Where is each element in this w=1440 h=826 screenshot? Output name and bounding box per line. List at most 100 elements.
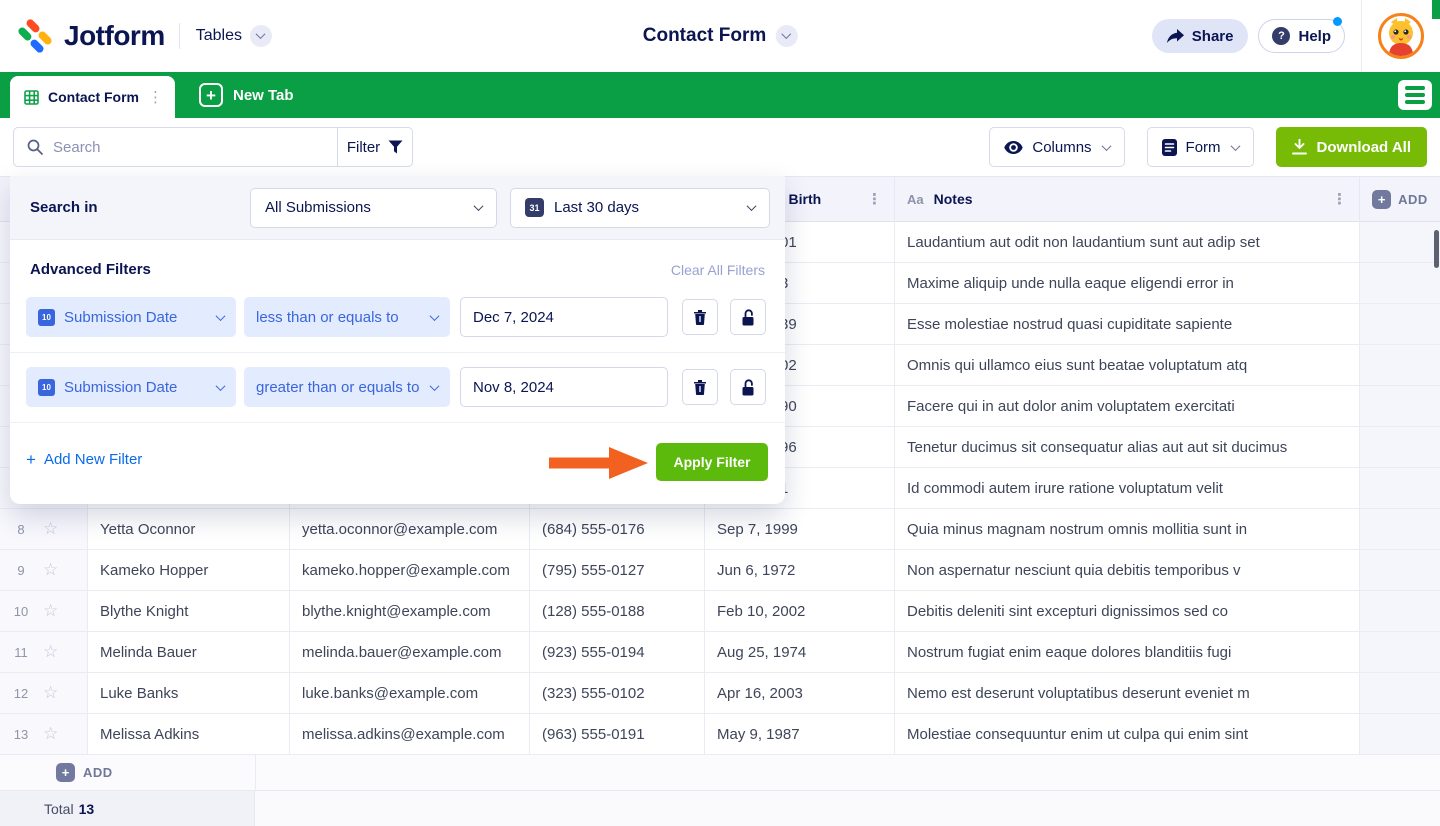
filter-condition-select[interactable]: less than or equals to bbox=[244, 297, 450, 337]
filter-field-select[interactable]: 10 Submission Date bbox=[26, 297, 236, 337]
cell-email[interactable]: luke.banks@example.com bbox=[290, 673, 530, 714]
form-button[interactable]: Form bbox=[1146, 127, 1254, 167]
cell-notes[interactable]: Id commodi autem irure ratione voluptatu… bbox=[895, 468, 1360, 509]
cell-date-of-birth[interactable]: Aug 25, 1974 bbox=[705, 632, 895, 673]
cell-add-spacer bbox=[1360, 632, 1440, 673]
table-row: 11 ☆ Melinda Bauer melinda.bauer@example… bbox=[0, 632, 1440, 673]
cell-notes[interactable]: Molestiae consequuntur enim ut culpa qui… bbox=[895, 714, 1360, 755]
cell-notes[interactable]: Quia minus magnam nostrum omnis mollitia… bbox=[895, 509, 1360, 550]
cell-notes[interactable]: Esse molestiae nostrud quasi cupiditate … bbox=[895, 304, 1360, 345]
jotform-logo[interactable]: Jotform bbox=[16, 17, 165, 55]
page-title: Contact Form bbox=[642, 25, 767, 46]
star-icon[interactable]: ☆ bbox=[43, 683, 59, 702]
column-menu-icon[interactable]: ⋮ bbox=[867, 190, 882, 208]
cell-email[interactable]: blythe.knight@example.com bbox=[290, 591, 530, 632]
star-icon[interactable]: ☆ bbox=[43, 560, 59, 579]
star-icon[interactable]: ☆ bbox=[43, 519, 59, 538]
scope-value: All Submissions bbox=[265, 199, 371, 216]
share-button[interactable]: Share bbox=[1151, 19, 1249, 53]
star-icon[interactable]: ☆ bbox=[43, 724, 59, 743]
cell-date-of-birth[interactable]: Jun 6, 1972 bbox=[705, 550, 895, 591]
add-row-bar: + ADD bbox=[0, 755, 1440, 791]
cell-add-spacer bbox=[1360, 345, 1440, 386]
filter-field-select[interactable]: 10 Submission Date bbox=[26, 367, 236, 407]
cell-phone[interactable]: (923) 555-0194 bbox=[530, 632, 705, 673]
add-row-label: ADD bbox=[83, 765, 113, 780]
row-number: 13 bbox=[13, 726, 29, 742]
header-actions: Share ? Help bbox=[1151, 0, 1424, 72]
tables-menu[interactable]: Tables bbox=[196, 25, 272, 47]
menu-icon[interactable] bbox=[1398, 80, 1432, 110]
filter-field-value: Submission Date bbox=[64, 378, 178, 396]
cell-add-spacer bbox=[1360, 304, 1440, 345]
cell-email[interactable]: kameko.hopper@example.com bbox=[290, 550, 530, 591]
delete-filter-button[interactable] bbox=[682, 299, 718, 335]
unlock-icon[interactable] bbox=[730, 369, 766, 405]
cell-name[interactable]: Yetta Oconnor bbox=[88, 509, 290, 550]
cell-date-of-birth[interactable]: May 9, 1987 bbox=[705, 714, 895, 755]
annotation-arrow-icon bbox=[549, 446, 649, 480]
cell-phone[interactable]: (684) 555-0176 bbox=[530, 509, 705, 550]
download-all-button[interactable]: Download All bbox=[1275, 127, 1427, 167]
cell-notes[interactable]: Omnis qui ullamco eius sunt beatae volup… bbox=[895, 345, 1360, 386]
date-range-select[interactable]: 31 Last 30 days bbox=[510, 187, 770, 228]
user-avatar[interactable] bbox=[1378, 13, 1424, 59]
unlock-icon[interactable] bbox=[730, 299, 766, 335]
cell-date-of-birth[interactable]: Sep 7, 1999 bbox=[705, 509, 895, 550]
submissions-scope-select[interactable]: All Submissions bbox=[250, 187, 497, 228]
cell-email[interactable]: melissa.adkins@example.com bbox=[290, 714, 530, 755]
columns-button[interactable]: Columns bbox=[989, 127, 1125, 167]
filter-row: 10 Submission Date greater than or equal… bbox=[10, 353, 785, 423]
tab-options-icon[interactable]: ⋮ bbox=[148, 88, 163, 106]
cell-notes[interactable]: Facere qui in aut dolor anim voluptatem … bbox=[895, 386, 1360, 427]
add-new-filter-label: Add New Filter bbox=[43, 450, 143, 468]
help-button[interactable]: ? Help bbox=[1258, 17, 1345, 53]
search-input[interactable]: Search bbox=[14, 139, 337, 156]
form-title-menu[interactable]: Contact Form bbox=[643, 0, 798, 72]
cell-phone[interactable]: (128) 555-0188 bbox=[530, 591, 705, 632]
clear-all-filters-link[interactable]: Clear All Filters bbox=[670, 261, 765, 278]
cell-name[interactable]: Melissa Adkins bbox=[88, 714, 290, 755]
cell-notes[interactable]: Debitis deleniti sint excepturi dignissi… bbox=[895, 591, 1360, 632]
add-column-button[interactable]: + ADD bbox=[1360, 177, 1440, 222]
column-menu-icon[interactable]: ⋮ bbox=[1332, 190, 1347, 208]
cell-name[interactable]: Melinda Bauer bbox=[88, 632, 290, 673]
top-header: Jotform Tables Contact Form Share ? Help bbox=[0, 0, 1440, 72]
advanced-filters-title: Advanced Filters bbox=[30, 261, 151, 278]
cell-name[interactable]: Luke Banks bbox=[88, 673, 290, 714]
add-row-button[interactable]: + ADD bbox=[56, 763, 113, 782]
add-new-filter-link[interactable]: + Add New Filter bbox=[26, 451, 142, 468]
apply-filter-button[interactable]: Apply Filter bbox=[656, 443, 768, 481]
tab-contact-form[interactable]: Contact Form ⋮ bbox=[10, 76, 175, 118]
delete-filter-button[interactable] bbox=[682, 369, 718, 405]
cell-notes[interactable]: Maxime aliquip unde nulla eaque eligendi… bbox=[895, 263, 1360, 304]
filter-value-input[interactable]: Nov 8, 2024 bbox=[460, 367, 668, 407]
filter-value-input[interactable]: Dec 7, 2024 bbox=[460, 297, 668, 337]
cell-add-spacer bbox=[1360, 427, 1440, 468]
cell-notes[interactable]: Nemo est deserunt voluptatibus deserunt … bbox=[895, 673, 1360, 714]
plus-icon: + bbox=[26, 449, 36, 469]
new-tab-button[interactable]: + New Tab bbox=[189, 72, 304, 118]
cell-notes[interactable]: Non aspernatur nesciunt quia debitis tem… bbox=[895, 550, 1360, 591]
cell-date-of-birth[interactable]: Feb 10, 2002 bbox=[705, 591, 895, 632]
cell-phone[interactable]: (963) 555-0191 bbox=[530, 714, 705, 755]
star-icon[interactable]: ☆ bbox=[43, 642, 59, 661]
star-icon[interactable]: ☆ bbox=[43, 601, 59, 620]
cell-email[interactable]: melinda.bauer@example.com bbox=[290, 632, 530, 673]
filter-condition-select[interactable]: greater than or equals to bbox=[244, 367, 450, 407]
cell-name[interactable]: Blythe Knight bbox=[88, 591, 290, 632]
header-notes[interactable]: Aa Notes ⋮ bbox=[895, 177, 1360, 222]
vertical-scrollbar[interactable] bbox=[1434, 230, 1439, 268]
cell-notes[interactable]: Tenetur ducimus sit consequatur alias au… bbox=[895, 427, 1360, 468]
cell-phone[interactable]: (323) 555-0102 bbox=[530, 673, 705, 714]
search-in-section: Search in All Submissions 31 Last 30 day… bbox=[10, 176, 785, 240]
cell-notes[interactable]: Nostrum fugiat enim eaque dolores blandi… bbox=[895, 632, 1360, 673]
cell-notes[interactable]: Laudantium aut odit non laudantium sunt … bbox=[895, 222, 1360, 263]
row-header-cell: 11 ☆ bbox=[0, 632, 88, 673]
cell-email[interactable]: yetta.oconnor@example.com bbox=[290, 509, 530, 550]
cell-phone[interactable]: (795) 555-0127 bbox=[530, 550, 705, 591]
cell-date-of-birth[interactable]: Apr 16, 2003 bbox=[705, 673, 895, 714]
filter-button[interactable]: Filter bbox=[337, 128, 412, 166]
tables-menu-label: Tables bbox=[195, 27, 242, 44]
cell-name[interactable]: Kameko Hopper bbox=[88, 550, 290, 591]
